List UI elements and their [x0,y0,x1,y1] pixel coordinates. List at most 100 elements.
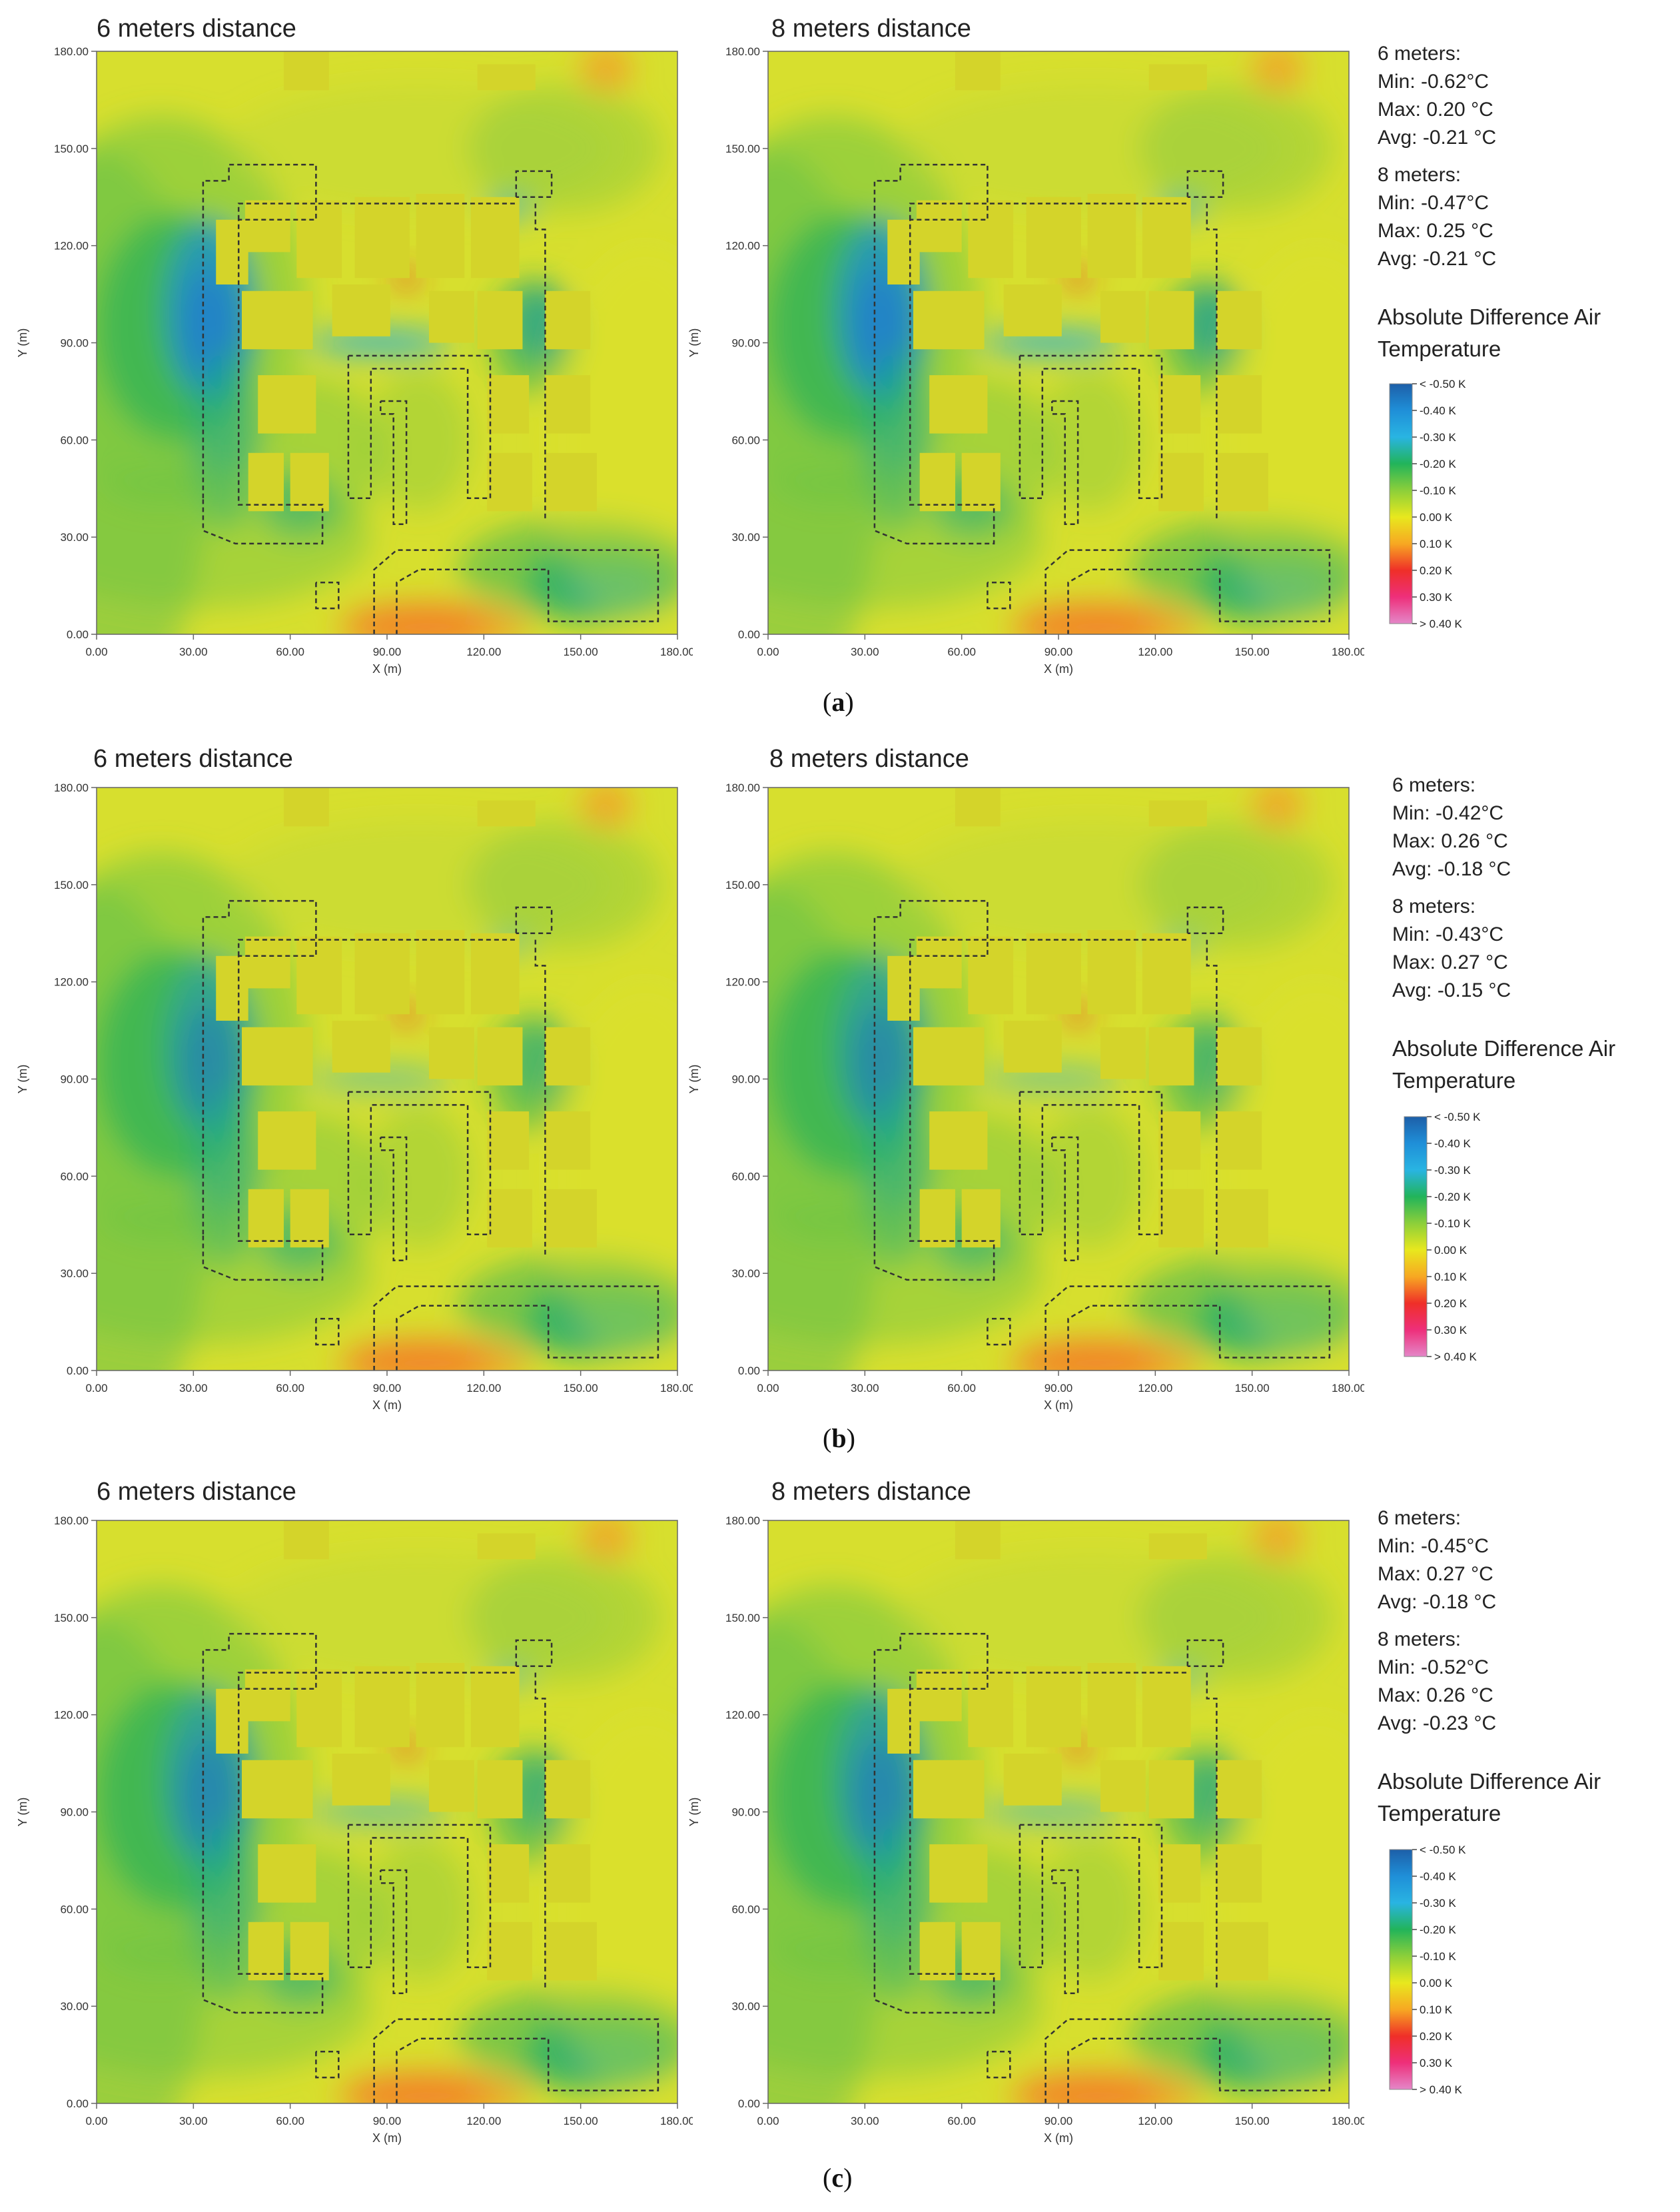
x-tick-label: 180.00 [1332,1382,1364,1394]
heatmap-8m: 0.00 30.00 60.00 90.00 120.00 150.00 180.00 0.0… [671,780,1364,1419]
x-tick-label: 60.00 [276,1382,304,1394]
x-tick-label: 150.00 [564,1382,598,1394]
legend-svg: < -0.50 K -0.40 K -0.30 K -0.20 K -0.10 K 0.0… [1404,1111,1481,1363]
y-tick-label: 0.00 [67,1365,89,1377]
building-footprint [961,452,1001,512]
legend-tick-label: -0.20 K [1420,458,1456,470]
dashed-outline [380,400,408,525]
building-footprint [1216,452,1268,512]
dashed-outline [909,203,1188,220]
caption-close: ) [843,2163,853,2193]
building-footprint [416,1662,465,1748]
x-tick-label: 150.00 [564,646,598,658]
legend-tick-label: 0.30 K [1420,591,1453,604]
temperature-blob [981,1799,1123,1825]
building-footprint [1216,290,1262,350]
y-tick-label: 60.00 [731,1170,760,1183]
building-footprint [416,929,465,1015]
legend-tick-label: 0.20 K [1434,1297,1468,1310]
stats-6m-max: Max: 0.26 °C [1392,830,1508,852]
temperature-field [768,1520,1349,2103]
heatmap-8m: 0.00 30.00 60.00 90.00 120.00 150.00 180.00 0.0… [671,1512,1364,2152]
y-tick-label: 180.00 [54,45,89,58]
caption-open: ( [823,687,832,717]
legend-title-line-2: Temperature [1378,336,1501,361]
stats-6m-min: Min: -0.62°C [1378,71,1489,93]
building-footprint [1158,1189,1204,1248]
dashed-outline [987,581,1011,610]
building-footprint [470,933,520,1015]
legend-tick-label: -0.30 K [1420,1897,1456,1910]
legend-tick-label: 0.30 K [1420,2057,1453,2069]
legend-tick-label: -0.20 K [1434,1191,1471,1203]
y-tick-label: 30.00 [731,2000,760,2013]
y-tick-label: 180.00 [54,782,89,794]
building-footprint [487,452,532,512]
stats-8m-max: Max: 0.26 °C [1378,1684,1493,1706]
stats-8m-min: Min: -0.52°C [1378,1656,1489,1678]
building-footprint [487,1189,532,1248]
temperature-blob [580,788,633,827]
building-footprint [258,1111,316,1170]
temperature-blob [468,83,661,214]
building-footprint [545,375,591,434]
building-footprint [248,1922,284,1981]
building-footprint [242,1027,313,1086]
dashed-outline [873,1632,995,2014]
x-axis-label: X (m) [372,662,402,676]
temperature-field [768,51,1349,634]
legend-title-line-1: Absolute Difference Air [1392,1036,1616,1061]
legend-tick-label: 0.00 K [1420,1977,1453,1989]
y-tick-label: 150.00 [54,879,89,891]
dashed-outline [1045,2018,1331,2103]
building-footprint [248,452,284,512]
building-footprint [477,1027,523,1086]
building-footprint [1142,197,1191,278]
building-footprint [283,51,329,91]
x-tick-label: 120.00 [466,1382,501,1394]
temperature-blob [335,1338,530,1371]
temperature-blob [468,820,661,950]
y-axis-label: Y (m) [16,1065,29,1094]
building-footprint [258,375,316,434]
building-footprint [545,1189,597,1248]
stats-6m-avg: Avg: -0.18 °C [1378,1591,1497,1613]
legend-title-line-1: Absolute Difference Air [1378,1769,1601,1794]
building-footprint [545,1844,591,1903]
building-footprint [545,1111,591,1170]
building-footprint [955,788,1001,827]
building-footprint [545,452,597,512]
building-footprint [1087,929,1136,1015]
map-title-8m: 8 meters distance [771,15,971,43]
heatmap-svg: 0.00 30.00 60.00 90.00 120.00 150.00 180.00 0.0… [16,45,693,676]
temperature-blob [1139,1552,1333,1683]
building-footprint [968,1669,1014,1748]
dashed-outline [1186,1639,1224,1668]
building-footprint [916,1669,962,1722]
x-tick-label: 60.00 [947,2115,976,2127]
x-axis-label: X (m) [372,2131,402,2145]
dashed-outline [373,1285,659,1371]
temperature-blob [367,1105,471,1248]
caption-close: ) [846,1423,855,1453]
building-footprint [887,955,920,1021]
building-footprint [887,1688,920,1754]
stats-8m-avg: Avg: -0.23 °C [1378,1712,1497,1734]
legend-tick-label: 0.10 K [1420,538,1453,550]
building-footprint [216,1688,248,1754]
stats-6m-avg: Avg: -0.18 °C [1392,858,1511,880]
building-footprint [216,219,248,284]
stats-6m-header: 6 meters: [1392,774,1476,796]
building-footprint [244,200,290,253]
panel-caption: (c) [823,2162,852,2193]
color-legend: < -0.50 K -0.40 K -0.30 K -0.20 K -0.10 K 0.0… [1378,378,1511,645]
legend-tick-label: < -0.50 K [1420,378,1466,390]
map-title-8m: 8 meters distance [769,745,969,773]
y-tick-label: 0.00 [67,2097,89,2110]
y-axis-label: Y (m) [16,328,29,358]
y-tick-label: 180.00 [725,45,760,58]
building-footprint [1026,933,1081,1015]
legend-title-line-2: Temperature [1378,1801,1501,1826]
building-footprint [1216,375,1262,434]
stats-6m-min: Min: -0.42°C [1392,802,1504,824]
